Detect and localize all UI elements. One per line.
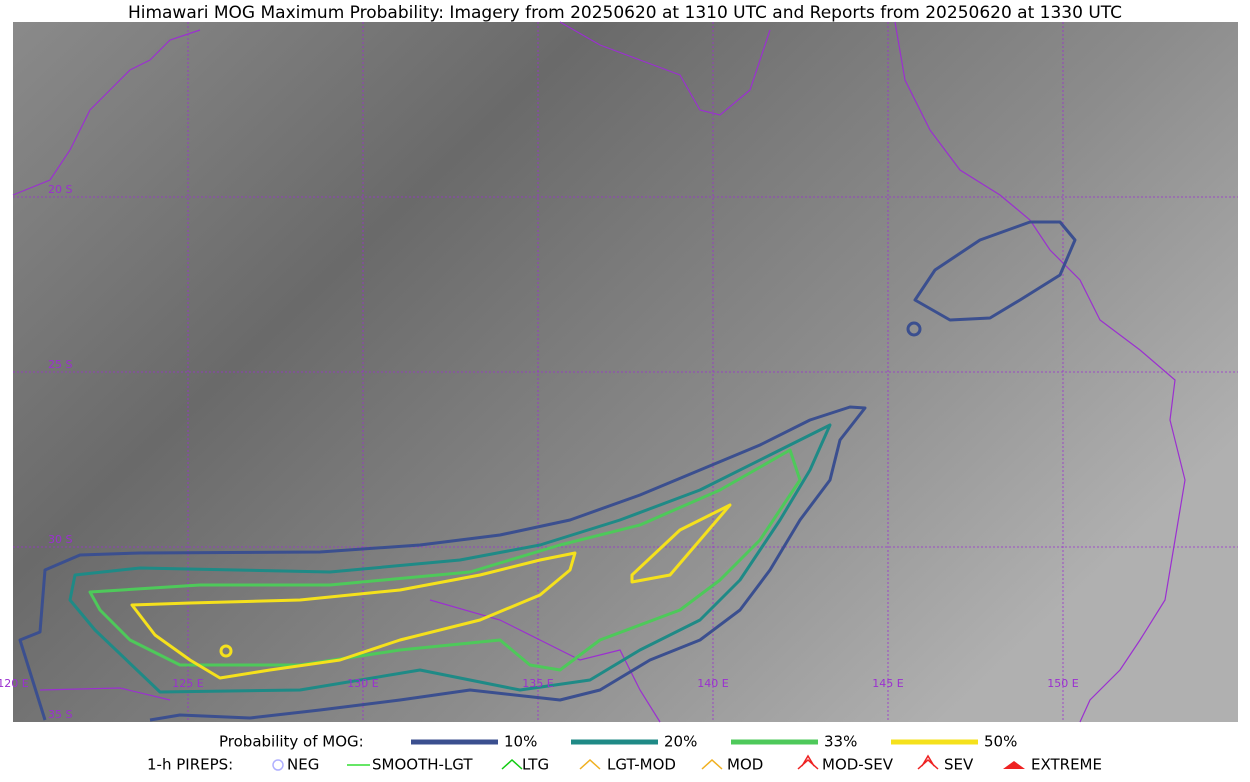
legend-icon [1003,761,1025,769]
lon-label: 135 E [522,677,553,690]
legend-label: 50% [984,733,1017,751]
contours [18,220,1077,722]
legend-icon [579,758,601,770]
legend-label: MOD [727,756,763,774]
lat-label: 25 S [48,358,72,371]
graticule-labels: 20 S 25 S 30 S 35 S 120 E 125 E 130 E 135 E 140 … [0,183,1079,721]
lon-label: 140 E [697,677,728,690]
legend-icon [797,754,819,770]
coastline [12,21,1186,723]
lat-label: 30 S [48,533,72,546]
lat-label: 35 S [48,708,72,721]
legend-label: LTG [522,756,549,774]
legend-label: MOD-SEV [822,756,894,774]
legend-label: 20% [664,733,697,751]
map: 20 S 25 S 30 S 35 S 120 E 125 E 130 E 135 E 140 … [0,21,1238,723]
legend-label: NEG [287,756,319,774]
legend-icon [272,759,284,771]
legend-label: 10% [504,733,537,751]
legend-icon [917,754,939,770]
lon-label: 150 E [1047,677,1078,690]
legend-label: SEV [944,756,974,774]
graticule [13,22,1238,722]
legend-title: 1-h PIREPS: [147,756,233,774]
legend-label: 33% [824,733,857,751]
legend-icon [701,758,723,770]
legend: Probability of MOG: 10% 20% 33% 50% 1-h PIREP… [147,733,1102,774]
lon-label: 120 E [0,677,29,690]
title: Himawari MOG Maximum Probability: Imager… [128,3,1122,23]
legend-label: EXTREME [1031,756,1102,774]
legend-label: LGT-MOD [607,756,676,774]
lon-label: 125 E [172,677,203,690]
lon-label: 145 E [872,677,903,690]
legend-label: SMOOTH-LGT [372,756,473,774]
legend-icon [501,758,523,770]
lon-label: 130 E [347,677,378,690]
lat-label: 20 S [48,183,72,196]
legend-title: Probability of MOG: [219,733,364,751]
